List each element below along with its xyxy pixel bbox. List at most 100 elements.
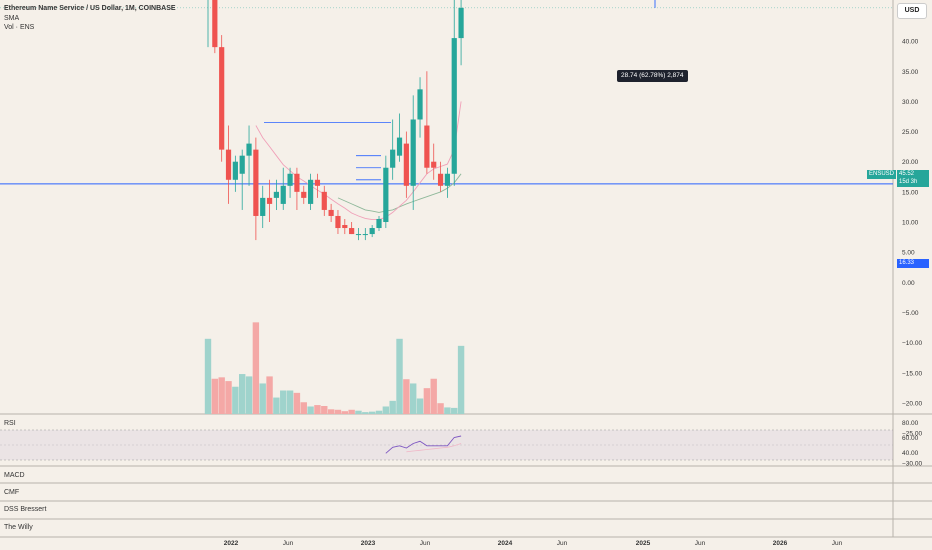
volume-bar [410,383,417,414]
volume-bar [355,410,362,414]
volume-bar [225,381,232,414]
volume-bar [403,379,410,414]
candle-body [335,215,341,229]
price-axis-tick: 10.00 [902,220,919,227]
time-axis-tick: 2022 [224,540,239,547]
sma-line [255,101,462,221]
volume-bar [245,376,253,414]
measure-tooltip: 28.74 (62.78%) 2,874 [617,70,688,82]
volume-bar [341,411,348,414]
candle-body [458,7,464,39]
pane-label-macd[interactable]: MACD [4,472,25,479]
time-axis-tick: Jun [557,540,568,547]
price-axis-tick: 30.00 [902,99,919,106]
candle-body [396,137,403,156]
time-axis-tick: Jun [283,540,294,547]
price-axis-tick: −20.00 [902,400,922,407]
sma-legend[interactable]: SMA [4,15,20,22]
candle-body [431,161,437,168]
volume-bar [204,338,212,414]
candle-body [212,0,218,48]
volume-bar [423,388,431,414]
currency-button[interactable]: USD [897,3,927,19]
volume-bar [300,402,307,414]
volume-bar [266,376,273,414]
volume-bar [259,383,266,414]
volume-bar [416,398,424,414]
price-tag-value: 45.52 [897,170,929,179]
symbol-title: Ethereum Name Service / US Dollar, 1M, C… [4,5,176,12]
candle-body [253,149,259,216]
pane-label-rsi[interactable]: RSI [4,420,16,427]
pane-label-dss[interactable]: DSS Bressert [4,506,47,513]
price-axis-tick: 5.00 [902,250,915,257]
price-axis-tick: 35.00 [902,69,919,76]
volume-bar [273,397,280,414]
candle-body [239,155,245,174]
price-axis-tick: −25.00 [902,431,922,438]
pane-label-cmf[interactable]: CMF [4,489,20,496]
candle-body [308,179,314,204]
rsi-axis-tick: 80.00 [902,420,919,427]
volume-bar [327,409,335,414]
volume-bar [252,322,260,414]
price-axis-tick: −5.00 [902,310,919,317]
candle-body [314,179,321,186]
rsi-axis-tick: 60.00 [902,435,919,442]
candle-body [376,218,382,229]
volume-bar [307,406,314,414]
volume-bar [280,390,287,414]
candle-body [273,191,279,198]
price-tag-countdown: 15d 3h [897,178,929,187]
candle-body [280,185,286,204]
rsi-axis-tick: 40.00 [902,450,919,457]
volume-bar [348,409,355,414]
volume-bar [211,378,219,414]
price-axis-tick: −15.00 [902,370,922,377]
candle-body [451,38,457,174]
support-price-tag: 16.33 [897,259,929,268]
pane-label-willy[interactable]: The Willy [4,524,33,531]
candle-body [328,209,334,216]
candle-body [219,47,225,150]
volume-bar [444,407,451,414]
volume-bar [396,338,403,414]
volume-bar [375,410,383,414]
candle-body [260,197,266,216]
volume-bar [368,411,376,414]
candle-body [349,228,355,235]
volume-bar [286,390,294,414]
volume-bar [293,392,301,414]
candle-body [355,234,362,236]
rsi-sma-line [406,443,462,453]
volume-bar [451,407,458,414]
volume-bar [314,405,321,414]
volume-bar [334,409,342,414]
candle-body [246,143,252,156]
candle-body [225,149,232,180]
candle-body [403,143,409,186]
time-axis-tick: 2023 [361,540,376,547]
candle-body [390,149,396,168]
price-axis-tick: 25.00 [902,129,919,136]
candle-body [444,173,450,186]
candle-body [424,125,430,168]
candle-body [369,228,375,235]
candle-body [294,173,300,192]
rsi-line [385,435,462,454]
candle-body [301,191,307,198]
candle-body [342,225,348,229]
candle-body [321,191,327,210]
candle-body [287,173,293,186]
volume-legend[interactable]: Vol · ENS [4,24,35,31]
price-axis-tick: 0.00 [902,280,915,287]
candle-body [437,173,444,186]
candle-body [266,197,273,204]
volume-bar [321,406,328,414]
volume-bar [457,345,465,414]
price-axis-tick: 40.00 [902,39,919,46]
price-axis-tick: −10.00 [902,340,922,347]
volume-bar [430,378,437,414]
candle-body [232,161,238,180]
